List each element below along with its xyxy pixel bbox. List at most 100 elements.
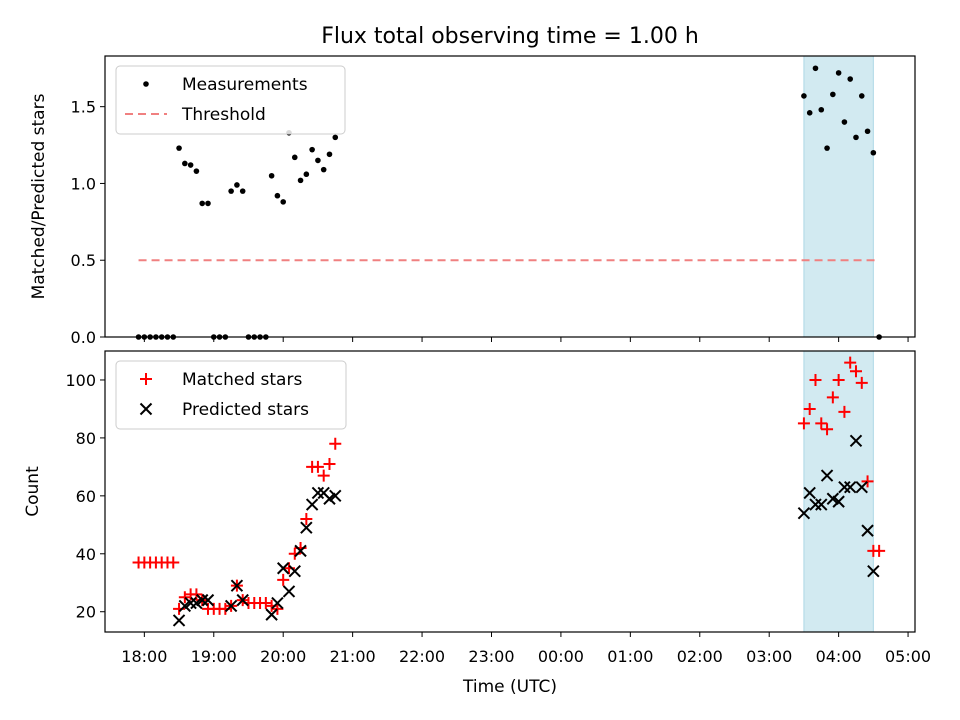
matched-star-point xyxy=(838,405,851,418)
measurement-point xyxy=(864,128,871,135)
x-tick-label: 01:00 xyxy=(607,647,653,666)
x-tick-label: 00:00 xyxy=(538,647,584,666)
measurement-point xyxy=(847,76,853,82)
x-tick-label: 05:00 xyxy=(885,647,931,666)
legend-plus-marker xyxy=(140,373,152,385)
predicted-star-point xyxy=(224,599,238,613)
measurement-point xyxy=(239,188,246,194)
x-tick-label: 04:00 xyxy=(816,647,862,666)
y-tick-label: 40 xyxy=(76,545,96,564)
legend-label: Measurements xyxy=(182,75,308,95)
legend-x-marker xyxy=(139,402,153,416)
x-tick-label: 23:00 xyxy=(468,647,514,666)
measurement-point xyxy=(182,160,188,167)
y-tick-label: 1.0 xyxy=(71,174,96,193)
measurement-point xyxy=(280,199,287,205)
legend-dot-marker xyxy=(143,81,149,87)
matched-star-point xyxy=(259,597,272,610)
measurement-point xyxy=(291,154,298,161)
measurement-point xyxy=(812,65,819,72)
legend-label: Matched stars xyxy=(182,370,302,390)
x-tick-label: 03:00 xyxy=(746,647,792,666)
matched-star-point xyxy=(873,544,886,557)
predicted-star-point xyxy=(271,596,284,610)
measurement-point xyxy=(326,151,333,158)
measurement-point xyxy=(870,149,877,156)
measurement-point xyxy=(806,110,813,116)
predicted-star-point xyxy=(311,486,325,500)
measurement-point xyxy=(830,91,836,98)
x-tick-label: 22:00 xyxy=(399,647,445,666)
predicted-star-point xyxy=(236,593,249,607)
measurement-point xyxy=(268,172,275,179)
predicted-star-point xyxy=(861,524,874,537)
x-tick-label: 02:00 xyxy=(677,647,723,666)
matched-star-point xyxy=(300,513,313,526)
measurement-point xyxy=(320,166,327,173)
predicted-star-point xyxy=(843,480,857,494)
x-tick-label: 20:00 xyxy=(260,647,306,666)
predicted-star-point xyxy=(305,498,319,511)
y-tick-label: 20 xyxy=(76,603,96,622)
x-tick-label: 21:00 xyxy=(330,647,376,666)
predicted-star-point xyxy=(276,562,290,575)
measurement-point xyxy=(303,171,310,178)
predicted-star-point xyxy=(809,498,822,511)
bottom-ylabel: Count xyxy=(23,466,43,517)
matched-star-point xyxy=(821,423,834,436)
matched-star-point xyxy=(323,457,336,470)
matched-star-point xyxy=(815,417,828,430)
predicted-star-point xyxy=(184,596,197,610)
measurement-point xyxy=(193,168,200,174)
measurement-point xyxy=(309,146,315,153)
y-tick-label: 0.0 xyxy=(71,328,96,347)
matched-star-point xyxy=(803,402,816,415)
x-axis-label: Time (UTC) xyxy=(462,677,557,697)
observing-window-shade xyxy=(803,55,874,338)
measurement-point xyxy=(205,200,211,207)
matched-star-point xyxy=(844,356,857,369)
matched-star-point xyxy=(849,365,862,378)
measurement-point xyxy=(199,200,205,207)
predicted-star-point xyxy=(838,480,851,494)
x-tick-label: 18:00 xyxy=(121,647,167,666)
legend-label: Predicted stars xyxy=(182,400,309,420)
measurement-point xyxy=(228,188,234,194)
measurement-point xyxy=(801,93,807,99)
matched-star-point xyxy=(809,373,822,386)
predicted-star-point xyxy=(849,434,863,448)
predicted-star-point xyxy=(172,614,186,627)
predicted-star-point xyxy=(797,507,811,520)
predicted-star-point xyxy=(855,480,868,494)
matched-star-point xyxy=(277,573,290,586)
legend-box xyxy=(115,65,346,135)
measurement-point xyxy=(176,145,182,151)
x-tick-label: 19:00 xyxy=(191,647,237,666)
measurement-point xyxy=(332,134,339,141)
y-tick-label: 80 xyxy=(76,429,96,448)
legend-label: Threshold xyxy=(181,105,266,125)
matched-star-point xyxy=(311,460,324,473)
y-tick-label: 1.5 xyxy=(71,98,96,117)
predicted-star-point xyxy=(329,489,342,503)
measurement-point xyxy=(297,177,304,184)
predicted-star-point xyxy=(230,579,244,592)
matched-star-point xyxy=(271,602,284,615)
y-tick-label: 60 xyxy=(76,487,96,506)
measurement-point xyxy=(841,119,848,125)
matched-star-point xyxy=(797,417,810,430)
measurement-point xyxy=(818,106,825,113)
y-tick-label: 0.5 xyxy=(71,251,96,270)
bottom-panel: 18:00 19:00 20:00 21:00 22:00 23:00 00:00 01:00… xyxy=(23,350,931,666)
predicted-star-point xyxy=(195,593,209,607)
legend-box xyxy=(115,360,347,430)
predicted-star-point xyxy=(803,486,816,500)
matched-star-point xyxy=(317,469,330,482)
bottom-axes-frame xyxy=(104,350,916,633)
predicted-star-point xyxy=(832,495,845,508)
top-ylabel: Matched/Predicted stars xyxy=(29,93,49,299)
predicted-star-point xyxy=(815,498,828,511)
predicted-star-point xyxy=(300,521,313,534)
matched-star-point xyxy=(167,556,180,569)
